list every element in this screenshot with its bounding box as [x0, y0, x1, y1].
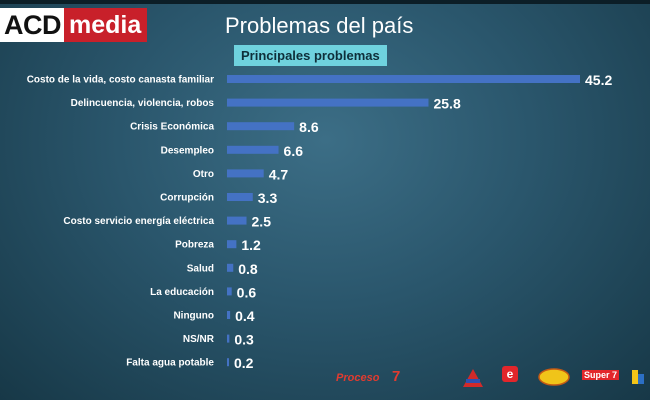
category-label: Falta agua potable	[126, 358, 214, 369]
bar	[227, 122, 295, 131]
bar	[227, 169, 264, 178]
category-label: Delincuencia, violencia, robos	[71, 98, 215, 109]
chart-title: Problemas del país	[225, 13, 414, 38]
footer-logo-super7: Super 7	[582, 370, 620, 380]
bar	[227, 240, 237, 249]
bar	[227, 358, 229, 367]
value-label: 1.2	[241, 237, 261, 253]
value-label: 3.3	[258, 190, 278, 206]
category-label: Desempleo	[161, 145, 214, 156]
bar	[227, 287, 232, 296]
bar	[227, 98, 429, 107]
value-label: 8.6	[299, 119, 319, 135]
footer-logos: Proceso 7 e Super 7	[0, 364, 650, 400]
value-label: 0.2	[234, 355, 254, 371]
acd-media-logo: ACD media	[0, 8, 148, 42]
value-label: 2.5	[252, 214, 272, 230]
bar	[227, 311, 231, 319]
category-label: Corrupción	[160, 193, 214, 204]
logo-media-text: media	[64, 8, 148, 42]
bar	[227, 334, 230, 343]
value-label: 25.8	[433, 96, 460, 112]
footer-logo-badge	[538, 368, 570, 386]
bar	[227, 193, 253, 201]
footer-logo-e: e	[502, 366, 518, 382]
footer-logo-canal-7: 7	[392, 368, 401, 385]
category-label: Costo de la vida, costo canasta familiar	[27, 75, 214, 86]
category-label: La educación	[150, 287, 214, 298]
top-border	[0, 0, 650, 4]
category-label: Crisis Económica	[130, 122, 214, 133]
value-label: 6.6	[284, 143, 304, 159]
bar	[227, 145, 279, 154]
value-label: 0.8	[238, 261, 258, 277]
footer-logo-proceso: Proceso	[336, 372, 380, 384]
category-label: NS/NR	[183, 334, 215, 345]
bar	[227, 263, 234, 272]
category-label: Costo servicio energía eléctrica	[63, 216, 214, 227]
category-label: Salud	[187, 263, 214, 274]
category-label: Ninguno	[173, 311, 214, 322]
value-label: 0.4	[235, 308, 255, 324]
footer-logo-mark	[463, 369, 483, 387]
category-label: Otro	[193, 169, 214, 180]
value-label: 0.3	[234, 332, 254, 348]
bar	[227, 216, 247, 225]
category-label: Pobreza	[175, 240, 214, 251]
value-label: 45.2	[585, 72, 612, 88]
logo-acd-text: ACD	[0, 8, 64, 42]
footer-logo-small	[632, 370, 644, 384]
bar	[227, 75, 580, 83]
value-label: 0.6	[237, 284, 257, 300]
chart-subtitle: Principales problemas	[234, 45, 387, 66]
value-label: 4.7	[269, 166, 289, 182]
